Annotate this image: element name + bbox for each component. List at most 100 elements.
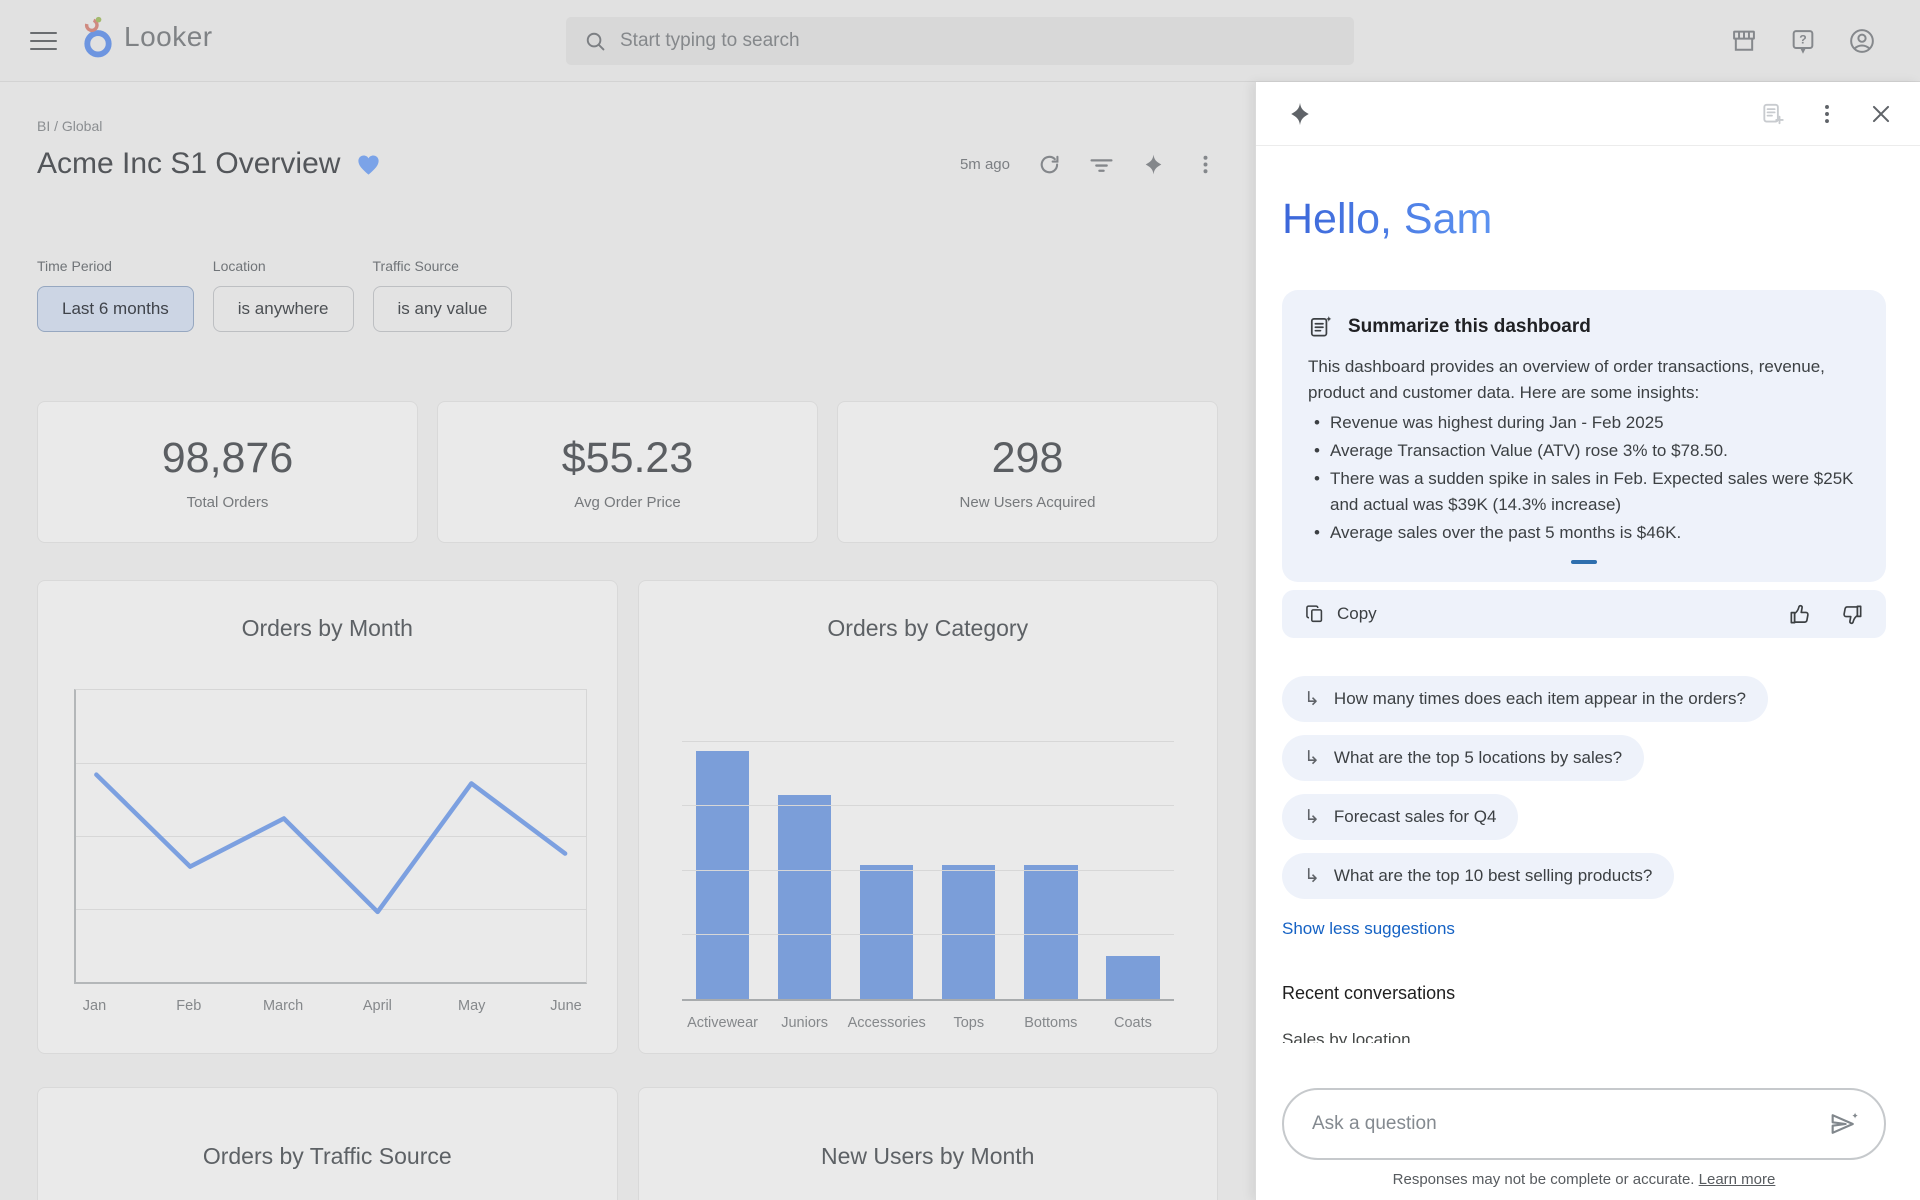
thumb-up-icon[interactable] <box>1788 602 1813 627</box>
dashboard-toolbar: 5m ago <box>960 152 1218 177</box>
x-axis-label: Activewear <box>687 1015 758 1031</box>
send-icon[interactable] <box>1828 1108 1860 1140</box>
copy-button[interactable]: Copy <box>1304 603 1377 625</box>
chip-label: Forecast sales for Q4 <box>1333 807 1497 826</box>
bar[interactable] <box>1106 956 1160 999</box>
response-actions: Copy <box>1282 590 1886 638</box>
kpi-label: Avg Order Price <box>574 493 681 511</box>
charts-row: Orders by Month Jan Feb March April May June … <box>37 580 1218 1054</box>
sparkle-icon[interactable] <box>1141 152 1166 177</box>
filter-label: Time Period <box>37 258 112 274</box>
global-search[interactable] <box>566 17 1354 65</box>
new-conversation-icon[interactable] <box>1760 101 1786 127</box>
show-less-link[interactable]: Show less suggestions <box>1282 919 1455 938</box>
suggestion-chip[interactable]: ↳ What are the top 10 best selling produc… <box>1282 853 1675 899</box>
bar-slot <box>1010 676 1092 999</box>
x-axis-label: Feb <box>176 998 202 1014</box>
bar[interactable] <box>1024 864 1078 999</box>
assistant-header-actions <box>1760 101 1894 127</box>
x-axis-label: Accessories <box>847 1015 926 1031</box>
suggestion-chip[interactable]: ↳ What are the top 5 locations by sales? <box>1282 735 1645 781</box>
favorite-heart-icon[interactable] <box>355 151 382 178</box>
kpi-avg-order-price: $55.23 Avg Order Price <box>437 401 818 543</box>
bar-chart-x-axis: Activewear Juniors Accessories Tops Bottoms C… <box>682 1015 1175 1031</box>
chart-title: New Users by Month <box>821 1143 1035 1169</box>
kpi-value: $55.23 <box>561 433 694 482</box>
refresh-icon[interactable] <box>1037 152 1062 177</box>
close-icon[interactable] <box>1868 101 1894 127</box>
chip-arrow-icon: ↳ <box>1304 747 1320 769</box>
x-axis-label: May <box>457 998 486 1014</box>
account-icon[interactable] <box>1848 27 1876 55</box>
looker-wordmark: Looker <box>124 21 213 52</box>
recent-conversation-item[interactable]: Sales by location <box>1282 1030 1411 1043</box>
bar-slot <box>682 676 764 999</box>
ask-question-input[interactable] <box>1312 1113 1828 1135</box>
x-axis-label: March <box>262 998 304 1014</box>
summary-bullet: There was a sudden spike in sales in Feb… <box>1308 466 1860 518</box>
marketplace-icon[interactable] <box>1730 27 1758 55</box>
hamburger-menu-icon[interactable] <box>30 27 57 55</box>
ask-dock: Responses may not be complete or accurat… <box>1256 1080 1920 1200</box>
summary-bullet: Average Transaction Value (ATV) rose 3% … <box>1308 438 1860 464</box>
chart-title: Orders by Month <box>241 615 413 641</box>
summary-bullet: Average sales over the past 5 months is … <box>1308 520 1860 546</box>
suggestion-chip[interactable]: ↳ Forecast sales for Q4 <box>1282 794 1519 840</box>
assistant-more-icon[interactable] <box>1814 101 1840 127</box>
page-title: Acme Inc S1 Overview <box>37 147 341 180</box>
gemini-sparkle-icon <box>1286 100 1314 128</box>
dashboard-area: BI / Global Acme Inc S1 Overview 5m ago <box>0 82 1255 1200</box>
filter-chip-time-period[interactable]: Last 6 months <box>37 286 194 332</box>
generation-indicator <box>1571 560 1597 564</box>
filter-icon[interactable] <box>1089 152 1114 177</box>
bar[interactable] <box>777 794 832 999</box>
orders-by-month-tile: Orders by Month Jan Feb March April May June <box>37 580 618 1054</box>
bar-chart-plot[interactable] <box>681 676 1174 1001</box>
looker-logo[interactable]: Looker <box>80 15 213 59</box>
bar[interactable] <box>942 864 996 999</box>
chip-arrow-icon: ↳ <box>1304 806 1320 828</box>
feedback-buttons <box>1788 602 1864 627</box>
chip-label: What are the top 5 locations by sales? <box>1333 748 1623 767</box>
x-axis-label: Bottoms <box>1024 1015 1078 1031</box>
recent-conversations-title: Recent conversations <box>1282 983 1456 1003</box>
x-axis-label: Coats <box>1113 1015 1152 1031</box>
ask-question-box[interactable] <box>1282 1088 1886 1160</box>
filter-chip-location[interactable]: is anywhere <box>212 286 354 332</box>
chip-arrow-icon: ↳ <box>1304 865 1320 887</box>
line-chart-plot[interactable] <box>74 689 587 984</box>
top-bar: Looker ? <box>0 0 1920 82</box>
summary-card-header: Summarize this dashboard <box>1308 314 1860 340</box>
disclaimer-text: Responses may not be complete or accurat… <box>1392 1171 1695 1188</box>
summary-bullet: Revenue was highest during Jan - Feb 202… <box>1308 410 1860 436</box>
orders-by-category-tile: Orders by Category Activewear Juniors Acce… <box>637 580 1218 1054</box>
dashboard-title-row: Acme Inc S1 Overview 5m ago <box>37 142 1218 186</box>
filter-chip-traffic-source[interactable]: is any value <box>372 286 513 332</box>
bar-slot <box>1092 676 1174 999</box>
kpi-label: New Users Acquired <box>959 493 1096 511</box>
greeting: Hello, Sam <box>1282 195 1493 243</box>
bottom-charts-row: Orders by Traffic Source New Users by Mo… <box>37 1087 1218 1200</box>
filter-bar: Time Period Last 6 months Location is an… <box>37 258 1218 332</box>
x-axis-label: June <box>550 998 582 1014</box>
bar[interactable] <box>695 750 750 999</box>
disclaimer: Responses may not be complete or accurat… <box>1282 1171 1886 1188</box>
orders-by-month-line[interactable] <box>76 690 586 982</box>
summary-title: Summarize this dashboard <box>1348 316 1591 337</box>
learn-more-link[interactable]: Learn more <box>1698 1171 1776 1188</box>
filter-location: Location is anywhere <box>212 258 354 332</box>
suggestion-chip[interactable]: ↳ How many times does each item appear in… <box>1282 676 1768 722</box>
thumb-down-icon[interactable] <box>1839 602 1864 627</box>
breadcrumb[interactable]: BI / Global <box>37 118 103 134</box>
kpi-label: Total Orders <box>186 493 269 511</box>
topbar-actions: ? <box>1730 0 1876 82</box>
help-icon[interactable]: ? <box>1789 27 1817 55</box>
search-icon <box>586 32 605 50</box>
copy-icon <box>1306 605 1323 623</box>
summarize-doc-icon <box>1308 314 1334 340</box>
summary-intro: This dashboard provides an overview of o… <box>1308 357 1825 402</box>
kpi-value: 298 <box>991 433 1064 482</box>
search-input[interactable] <box>620 30 1336 52</box>
more-vert-icon[interactable] <box>1193 152 1218 177</box>
bar[interactable] <box>860 864 914 999</box>
